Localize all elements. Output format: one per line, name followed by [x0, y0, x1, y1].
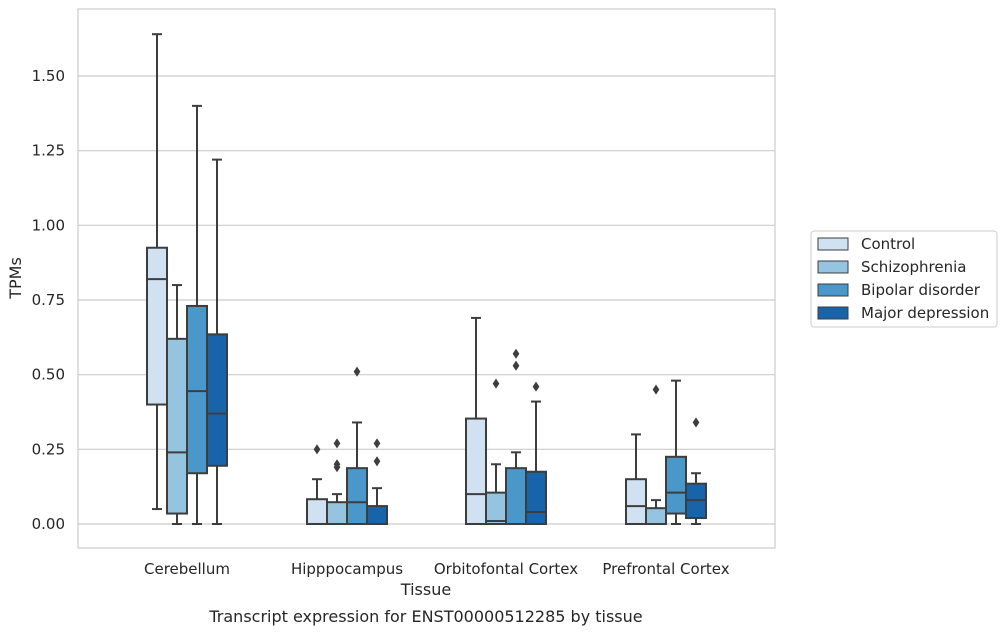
box-iqr — [505, 467, 527, 525]
box-iqr — [525, 470, 547, 526]
box-iqr — [346, 467, 368, 525]
y-tick-label: 1.25 — [32, 142, 65, 160]
box-iqr — [625, 478, 647, 526]
x-axis-title: Tissue — [400, 580, 451, 599]
box-1-3 — [366, 438, 388, 525]
box-iqr — [146, 246, 168, 406]
outlier-point — [333, 459, 341, 470]
x-axis-ticks: Cerebellum Hipppocampus Orbitofontal Corte… — [144, 560, 730, 578]
legend-swatch — [817, 260, 849, 274]
box-2-1 — [485, 378, 507, 526]
y-axis-title: TPMs — [6, 257, 25, 300]
box-iqr — [166, 337, 188, 515]
outlier-point — [512, 360, 520, 371]
legend-label: Major depression — [861, 304, 989, 322]
box-2-0 — [465, 316, 487, 526]
x-tick-label: Prefrontal Cortex — [602, 560, 729, 578]
x-tick-label: Cerebellum — [144, 560, 230, 578]
legend-label: Schizophrenia — [861, 258, 966, 276]
box-0-2 — [186, 104, 208, 525]
legend-label: Control — [861, 235, 915, 253]
box-1-0 — [306, 444, 328, 525]
outlier-point — [492, 378, 500, 389]
outlier-point — [373, 456, 381, 467]
x-tick-label: Orbitofontal Cortex — [434, 560, 578, 578]
y-tick-label: 1.50 — [32, 67, 65, 85]
box-iqr — [366, 505, 388, 525]
outlier-point — [652, 384, 660, 395]
box-0-1 — [166, 284, 188, 525]
legend-swatch — [817, 283, 849, 297]
y-tick-label: 0.50 — [32, 366, 65, 384]
box-3-1 — [645, 384, 667, 525]
y-tick-label: 0.25 — [32, 440, 65, 458]
y-axis-ticks: 0.00 0.25 0.50 0.75 1.00 1.25 1.50 — [32, 67, 65, 533]
box-1-1 — [326, 438, 348, 525]
box-iqr — [485, 491, 507, 526]
box-1-2 — [346, 366, 368, 525]
outlier-point — [373, 438, 381, 449]
box-3-2 — [665, 379, 687, 525]
box-iqr — [306, 498, 328, 525]
box-2-3 — [525, 381, 547, 526]
outlier-point — [532, 381, 540, 392]
outlier-point — [692, 417, 700, 428]
legend: Control Schizophrenia Bipolar disorder Majo… — [810, 230, 998, 328]
x-tick-label: Hipppocampus — [291, 560, 403, 578]
plot-frame — [77, 8, 776, 549]
box-3-0 — [625, 433, 647, 526]
outlier-point — [353, 366, 361, 377]
legend-swatch — [817, 306, 849, 320]
box-iqr — [665, 455, 687, 515]
box-0-3 — [206, 158, 228, 525]
box-iqr — [465, 417, 487, 526]
legend-label: Bipolar disorder — [861, 281, 981, 299]
y-tick-label: 0.75 — [32, 291, 65, 309]
box-3-3 — [685, 417, 707, 525]
y-tick-label: 0.00 — [32, 515, 65, 533]
box-0-0 — [146, 33, 168, 511]
outlier-point — [333, 438, 341, 449]
y-tick-label: 1.00 — [32, 216, 65, 234]
box-iqr — [645, 507, 667, 525]
box-iqr — [186, 304, 208, 475]
chart-caption: Transcript expression for ENST0000051228… — [208, 607, 642, 626]
legend-frame — [810, 230, 998, 328]
outlier-point — [313, 444, 321, 455]
box-plots — [146, 33, 707, 526]
outlier-point — [512, 348, 520, 359]
box-iqr — [206, 333, 228, 467]
box-iqr — [326, 501, 348, 525]
legend-swatch — [817, 237, 849, 251]
